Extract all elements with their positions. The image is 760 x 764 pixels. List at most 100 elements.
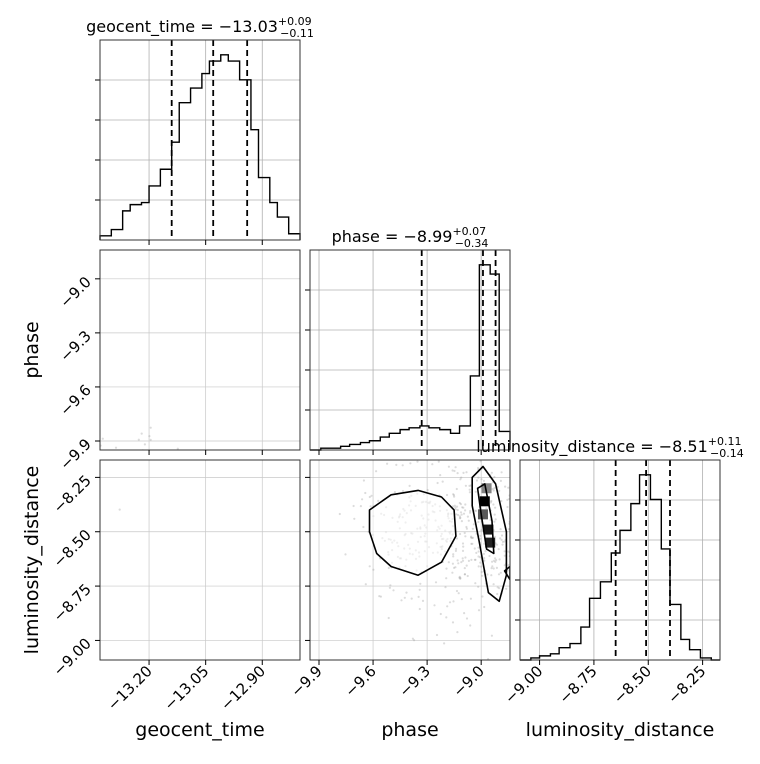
scatter-point: [248, 599, 250, 601]
scatter-point: [495, 543, 499, 546]
scatter-point: [263, 221, 265, 223]
scatter-point: [522, 483, 524, 485]
scatter-point: [108, 364, 110, 366]
scatter-point: [576, 557, 578, 559]
scatter-point: [212, 487, 214, 489]
scatter-point: [188, 515, 190, 517]
scatter-point: [191, 535, 193, 537]
scatter-point: [174, 528, 176, 530]
scatter-point: [271, 305, 273, 307]
scatter-point: [186, 299, 188, 301]
scatter-point: [479, 561, 482, 564]
scatter-point: [185, 311, 187, 313]
scatter-point: [237, 251, 239, 253]
scatter-point: [165, 322, 167, 324]
scatter-point: [195, 588, 197, 590]
scatter-point: [171, 260, 173, 262]
contour-phase-luminosity-distance-0: [368, 489, 457, 577]
scatter-point: [219, 303, 221, 305]
scatter-point: [213, 253, 215, 255]
scatter-point: [558, 549, 560, 551]
scatter-point: [495, 566, 498, 570]
scatter-point: [210, 491, 212, 493]
scatter-point: [286, 568, 288, 570]
scatter-point: [228, 534, 230, 536]
scatter-point: [137, 327, 139, 329]
scatter-point: [276, 174, 278, 176]
scatter-point: [177, 271, 179, 273]
scatter-point: [445, 577, 448, 580]
scatter-point: [329, 550, 331, 552]
scatter-point: [226, 259, 228, 261]
scatter-point: [215, 508, 217, 510]
y-tick-label-luminosity-distance-3: −8.25: [50, 471, 95, 516]
scatter-point: [125, 465, 127, 467]
scatter-point: [149, 466, 151, 468]
scatter-point: [225, 270, 227, 272]
title-geocent-time: geocent_time = −13.03+0.09 −0.11: [86, 15, 314, 40]
scatter-point: [496, 586, 499, 589]
scatter-point: [156, 280, 158, 282]
scatter-point: [235, 518, 237, 520]
scatter-point: [228, 509, 230, 511]
scatter-point: [331, 567, 333, 569]
scatter-point: [171, 479, 173, 481]
scatter-point: [387, 616, 390, 620]
scatter-point: [296, 601, 298, 603]
scatter-point: [263, 236, 265, 238]
scatter-point: [322, 167, 324, 169]
scatter-point: [111, 496, 113, 498]
scatter-point: [388, 154, 390, 156]
scatter-point: [587, 592, 589, 594]
scatter-point: [227, 186, 229, 188]
scatter-point: [135, 482, 137, 484]
scatter-point: [198, 313, 200, 315]
scatter-point: [292, 167, 294, 169]
scatter-point: [258, 185, 260, 187]
scatter-point: [535, 584, 537, 586]
scatter-point: [287, 180, 289, 182]
scatter-point: [411, 637, 414, 640]
scatter-point: [176, 256, 178, 258]
scatter-point: [524, 554, 526, 556]
scatter-point: [114, 464, 116, 466]
scatter-point: [200, 213, 202, 215]
scatter-point: [296, 580, 298, 582]
scatter-point: [193, 331, 195, 333]
scatter-point: [112, 319, 114, 321]
scatter-point: [117, 363, 119, 365]
scatter-point: [264, 191, 266, 193]
scatter-point: [176, 506, 178, 508]
scatter-point: [278, 303, 280, 305]
scatter-point: [338, 163, 340, 165]
scatter-point: [565, 607, 567, 609]
scatter-point: [286, 203, 288, 205]
scatter-point: [233, 588, 235, 590]
scatter-point: [196, 354, 198, 356]
scatter-point: [134, 334, 136, 336]
scatter-point: [306, 168, 308, 170]
scatter-point: [198, 280, 200, 282]
scatter-point: [131, 293, 133, 295]
scatter-point: [463, 531, 466, 535]
scatter-point: [296, 581, 298, 583]
scatter-point: [401, 489, 405, 493]
scatter-point: [208, 321, 210, 323]
scatter-point: [321, 278, 323, 280]
scatter-point: [244, 538, 246, 540]
scatter-point: [121, 485, 123, 487]
scatter-point: [157, 292, 159, 294]
scatter-point: [229, 291, 231, 293]
scatter-point: [118, 508, 121, 511]
scatter-point: [125, 478, 127, 480]
scatter-point: [167, 256, 169, 258]
scatter-point: [515, 549, 517, 551]
scatter-point: [171, 318, 173, 320]
scatter-point: [200, 503, 202, 505]
scatter-point: [224, 281, 226, 283]
scatter-point: [127, 326, 129, 328]
scatter-point: [345, 199, 347, 201]
scatter-point: [155, 520, 157, 522]
scatter-point: [529, 582, 531, 584]
scatter-point: [173, 344, 175, 346]
